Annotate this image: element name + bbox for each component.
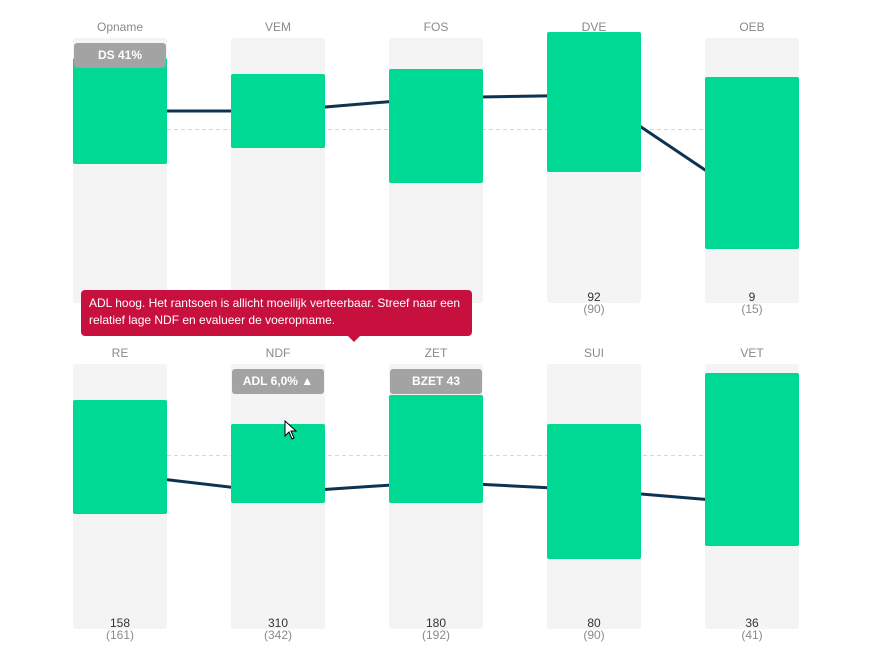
target-range-vet bbox=[705, 373, 799, 546]
target-range-zet bbox=[389, 394, 483, 504]
tooltip-arrow bbox=[348, 336, 360, 342]
column-label-re: RE bbox=[111, 346, 129, 360]
adl-warning-tooltip: ADL hoog. Het rantsoen is allicht moeili… bbox=[81, 290, 472, 342]
column-label-ndf: NDF bbox=[265, 346, 291, 360]
column-label-fos: FOS bbox=[423, 20, 449, 34]
reference-value-ndf: (342) bbox=[263, 628, 292, 642]
column-label-vet: VET bbox=[740, 346, 764, 360]
target-range-dve bbox=[547, 31, 641, 172]
target-range-sui bbox=[547, 423, 641, 559]
reference-value-re: (161) bbox=[105, 628, 134, 642]
reference-value-oeb: (15) bbox=[741, 302, 763, 316]
value-ndf: 310 bbox=[267, 616, 289, 630]
badge-opname[interactable]: DS 41% bbox=[74, 43, 166, 68]
chart-panel-bottom: RE 158 (161) NDF ADL 6,0% ▲ 310 (342) ZET BZET 4… bbox=[0, 340, 873, 642]
target-range-ndf bbox=[231, 423, 325, 504]
tooltip-text: ADL hoog. Het rantsoen is allicht moeili… bbox=[89, 296, 461, 327]
value-vet: 36 bbox=[745, 616, 759, 630]
badge-zet[interactable]: BZET 43 bbox=[390, 369, 482, 394]
target-range-oeb bbox=[705, 76, 799, 249]
reference-value-sui: (90) bbox=[583, 628, 605, 642]
reference-value-zet: (192) bbox=[421, 628, 450, 642]
column-label-opname: Opname bbox=[96, 20, 144, 34]
column-label-vem: VEM bbox=[264, 20, 291, 34]
target-range-vem bbox=[231, 73, 325, 149]
target-range-opname bbox=[73, 58, 167, 164]
value-oeb: 9 bbox=[748, 290, 756, 304]
reference-value-vet: (41) bbox=[741, 628, 763, 642]
mouse-cursor-icon bbox=[284, 420, 298, 440]
reference-value-dve: (90) bbox=[583, 302, 605, 316]
column-label-oeb: OEB bbox=[739, 20, 765, 34]
target-range-re bbox=[73, 399, 167, 514]
column-label-dve: DVE bbox=[581, 20, 607, 34]
value-re: 158 bbox=[109, 616, 131, 630]
value-dve: 92 bbox=[587, 290, 601, 304]
target-range-fos bbox=[389, 68, 483, 183]
column-label-sui: SUI bbox=[583, 346, 604, 360]
value-zet: 180 bbox=[425, 616, 447, 630]
value-sui: 80 bbox=[587, 616, 601, 630]
badge-ndf[interactable]: ADL 6,0% ▲ bbox=[232, 369, 324, 394]
column-label-zet: ZET bbox=[424, 346, 448, 360]
